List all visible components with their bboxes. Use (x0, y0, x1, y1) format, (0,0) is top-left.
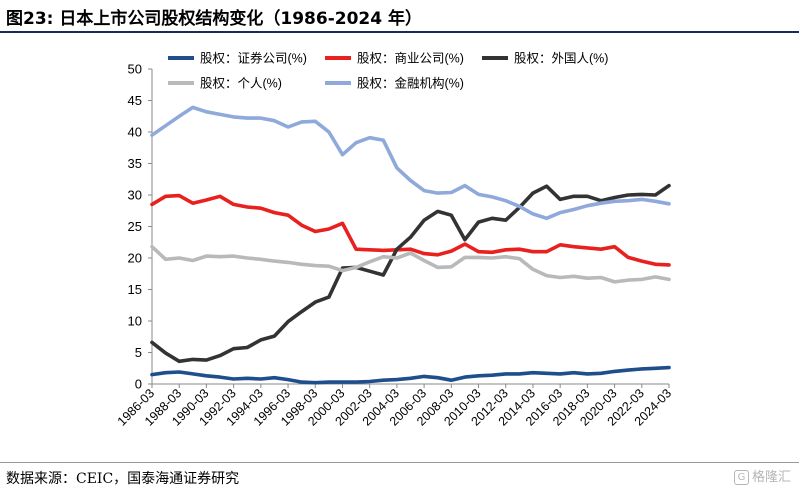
watermark-text: 格隆汇 (751, 470, 791, 485)
y-tick-label: 35 (128, 156, 142, 171)
legend-label-4: 股权：个人(%) (200, 76, 282, 91)
series-line-2 (150, 193, 671, 267)
legend-label-3: 股权：外国人(%) (514, 51, 608, 66)
y-tick-label: 0 (135, 377, 142, 392)
figure-title: 图23: 日本上市公司股权结构变化（1986-2024 年） (6, 9, 422, 29)
y-tick-label: 20 (128, 251, 142, 266)
series-line-5 (150, 105, 671, 221)
watermark-logo-icon: G (733, 470, 749, 485)
watermark: G 格隆汇 (733, 466, 791, 485)
y-tick-label: 45 (128, 93, 142, 108)
y-tick-label: 40 (128, 125, 142, 140)
source-note: 数据来源：CEIC，国泰海通证券研究 (6, 471, 240, 487)
legend-label-2: 股权：商业公司(%) (357, 51, 464, 66)
series-line-1 (150, 365, 671, 385)
y-tick-label: 50 (128, 62, 142, 77)
title-rule (0, 31, 799, 33)
series-line-3 (150, 183, 671, 364)
legend-label-1: 股权：证券公司(%) (200, 51, 307, 66)
line-chart: 051015202530354045501986-031988-031990-0… (115, 51, 674, 429)
chart-series (150, 105, 671, 385)
y-tick-label: 15 (128, 282, 142, 297)
y-tick-label: 10 (128, 314, 142, 329)
y-tick-label: 30 (128, 188, 142, 203)
footer-rule (0, 462, 799, 463)
chart-legend: 股权：证券公司(%) 股权：商业公司(%) 股权：外国人(%) 股权：个人(%) 股权：… (168, 51, 608, 91)
y-tick-label: 5 (135, 345, 142, 360)
legend-label-5: 股权：金融机构(%) (357, 76, 464, 91)
y-tick-label: 25 (128, 219, 142, 234)
series-line-4 (150, 244, 671, 284)
